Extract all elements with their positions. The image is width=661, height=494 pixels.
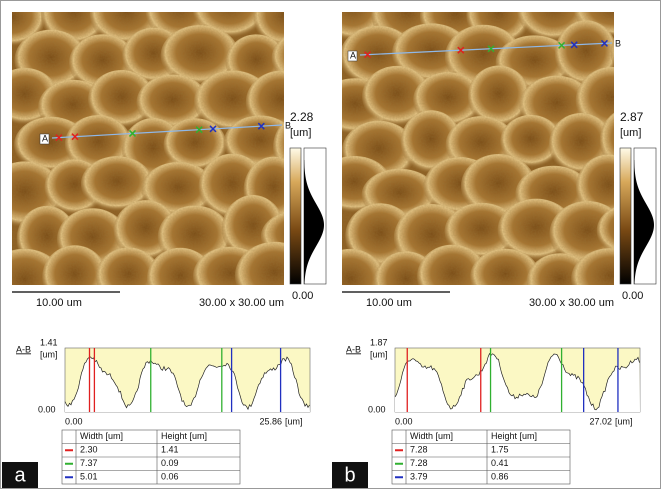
cursor-marker [55, 134, 63, 142]
texture [342, 12, 614, 285]
afm-image [12, 12, 284, 285]
panel-label: a [14, 464, 26, 486]
table-cell: 7.28 [410, 458, 428, 468]
profile-x-min: 0.00 [65, 416, 83, 426]
scale-max: 2.28 [290, 110, 314, 124]
label-box [39, 133, 50, 145]
profile-y-max: 1.87 [370, 337, 388, 347]
panel-label: b [344, 464, 355, 486]
line-start: A [42, 133, 48, 143]
cursor-marker [487, 45, 495, 53]
scale-max: 2.87 [620, 110, 644, 124]
table-header: Width [um] [410, 431, 453, 441]
cursor-marker [364, 51, 372, 59]
afm-image [342, 12, 614, 285]
table-cell: 7.28 [410, 445, 428, 455]
table-cell: 5.01 [80, 472, 98, 482]
table-cell: 1.75 [491, 445, 509, 455]
profile-x-max: 27.02 [589, 416, 612, 426]
color-bar [289, 147, 302, 285]
cursor-marker [457, 46, 465, 54]
profile-x-min: 0.00 [395, 416, 413, 426]
scale-bar-label: 10.00 um [36, 297, 82, 309]
table-header: Width [um] [80, 431, 123, 441]
histogram [634, 160, 654, 284]
cursor-marker [600, 39, 608, 47]
profile-y-unit: [um] [370, 349, 388, 359]
texture [12, 12, 284, 285]
table-cell: 0.41 [491, 458, 509, 468]
profile-line [359, 42, 613, 56]
cursor-marker [128, 129, 137, 137]
scale-min: 0.00 [292, 290, 313, 302]
profile-y-min: 0.00 [38, 404, 56, 414]
profile-trace [64, 356, 310, 411]
line-end: B [285, 120, 291, 130]
table-cell: 1.41 [161, 445, 179, 455]
scale-unit: [um] [620, 127, 641, 139]
profile-title: A-B [16, 344, 31, 354]
profile-y-max: 1.41 [40, 337, 58, 347]
table-cell: 3.79 [410, 472, 428, 482]
cursor-marker [570, 41, 578, 49]
cursor-marker [195, 126, 203, 134]
profile-x-unit: [um] [615, 416, 633, 426]
label-box [347, 50, 358, 62]
profile-bg [395, 353, 640, 412]
table-cell: 0.06 [161, 472, 179, 482]
profile-x-unit: [um] [285, 416, 303, 426]
line-end: B [615, 38, 621, 48]
scale-unit: [um] [290, 127, 311, 139]
profile-title: A-B [346, 344, 361, 354]
scale-min: 0.00 [622, 290, 643, 302]
image-size: 30.00 x 30.00 um [199, 297, 284, 309]
table-cell: 7.37 [80, 458, 98, 468]
cursor-marker [71, 133, 79, 141]
table-cell: 2.30 [80, 445, 98, 455]
cursor-marker [257, 122, 265, 130]
cursor-marker [558, 41, 566, 49]
line-start: A [350, 50, 356, 60]
grain [610, 39, 614, 66]
profile-line [51, 124, 283, 139]
table-header: Height [um] [491, 431, 537, 441]
histogram [304, 160, 324, 284]
scale-bar-label: 10.00 um [366, 297, 412, 309]
table-header: Height [um] [161, 431, 207, 441]
profile-x-max: 25.86 [259, 416, 282, 426]
profile-y-min: 0.00 [368, 404, 386, 414]
image-size: 30.00 x 30.00 um [529, 297, 614, 309]
color-bar [619, 147, 632, 285]
table-cell: 0.09 [161, 458, 179, 468]
cursor-marker [209, 125, 217, 133]
panel-label-box [332, 462, 368, 488]
profile-y-unit: [um] [40, 349, 58, 359]
panel-label-box [2, 462, 38, 488]
profile-trace [394, 352, 640, 411]
table-cell: 0.86 [491, 472, 509, 482]
